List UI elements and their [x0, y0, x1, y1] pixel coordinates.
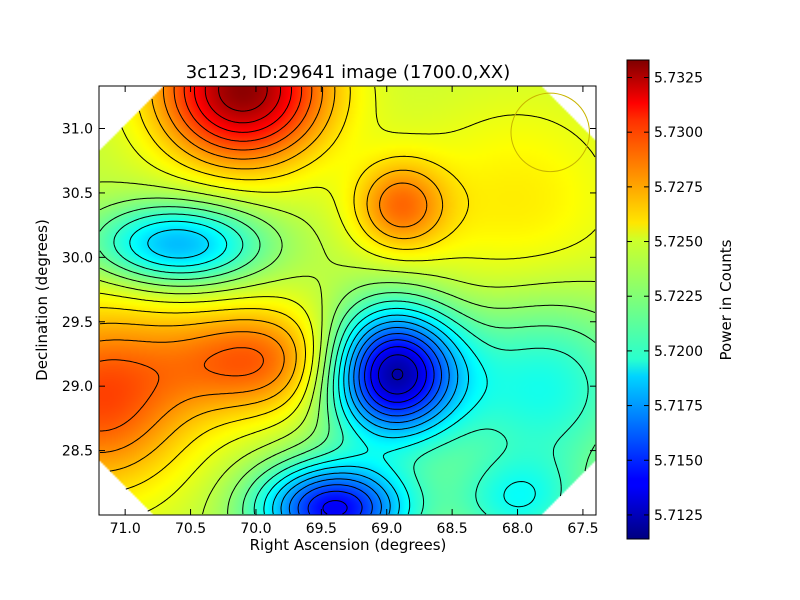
colorbar-frame: [626, 59, 650, 540]
y-tick-label: 28.5: [62, 444, 93, 460]
y-axis-label: Declination (degrees): [33, 219, 51, 381]
heatmap-image: [99, 86, 596, 515]
colorbar-tick-label: 5.7125: [654, 508, 703, 524]
x-tick-label: 68.0: [502, 521, 533, 537]
colorbar-tick-label: 5.7325: [654, 70, 703, 86]
colorbar: 5.7125 5.7150 5.7175 5.7200 5.7225 5.7250 5.72…: [626, 59, 735, 540]
colorbar-gradient: [627, 60, 649, 539]
beam-circle-marker: [510, 92, 590, 173]
x-tick-label: 69.0: [371, 521, 402, 537]
plot-area: 71.0 70.5 70.0 69.5 69.0 68.5 68.0 67.5 28.5 29.…: [62, 85, 599, 537]
y-tick-label: 31.0: [62, 122, 93, 138]
contour-lines: [99, 86, 596, 515]
colorbar-tick-label: 5.7300: [654, 125, 703, 141]
x-tick-label: 70.5: [175, 521, 206, 537]
contour-path: [99, 86, 596, 515]
colorbar-tick-label: 5.7150: [654, 453, 703, 469]
x-tick-label: 71.0: [110, 521, 141, 537]
y-tick-label: 30.0: [62, 250, 93, 266]
y-tick-label: 30.5: [62, 186, 93, 202]
plot-frame: [98, 85, 597, 516]
y-tick-label: 29.5: [62, 315, 93, 331]
colorbar-tick-label: 5.7175: [654, 399, 703, 415]
x-tick-label: 69.5: [306, 521, 337, 537]
colorbar-tick-label: 5.7250: [654, 235, 703, 251]
colorbar-label: Power in Counts: [717, 239, 735, 360]
x-tick-label: 70.0: [240, 521, 271, 537]
colorbar-tick-label: 5.7275: [654, 180, 703, 196]
colorbar-tick-label: 5.7200: [654, 344, 703, 360]
y-axis: 28.5 29.0 29.5 30.0 30.5 31.0: [62, 122, 596, 460]
colorbar-tick-label: 5.7225: [654, 289, 703, 305]
y-tick-label: 29.0: [62, 379, 93, 395]
x-axis: 71.0 70.5 70.0 69.5 69.0 68.5 68.0 67.5: [110, 86, 599, 537]
chart-title: 3c123, ID:29641 image (1700.0,XX): [186, 62, 511, 83]
x-axis-label: Right Ascension (degrees): [250, 536, 447, 554]
x-tick-label: 68.5: [437, 521, 468, 537]
x-tick-label: 67.5: [567, 521, 598, 537]
colorbar-ticks: 5.7125 5.7150 5.7175 5.7200 5.7225 5.7250 5.72…: [627, 70, 703, 524]
